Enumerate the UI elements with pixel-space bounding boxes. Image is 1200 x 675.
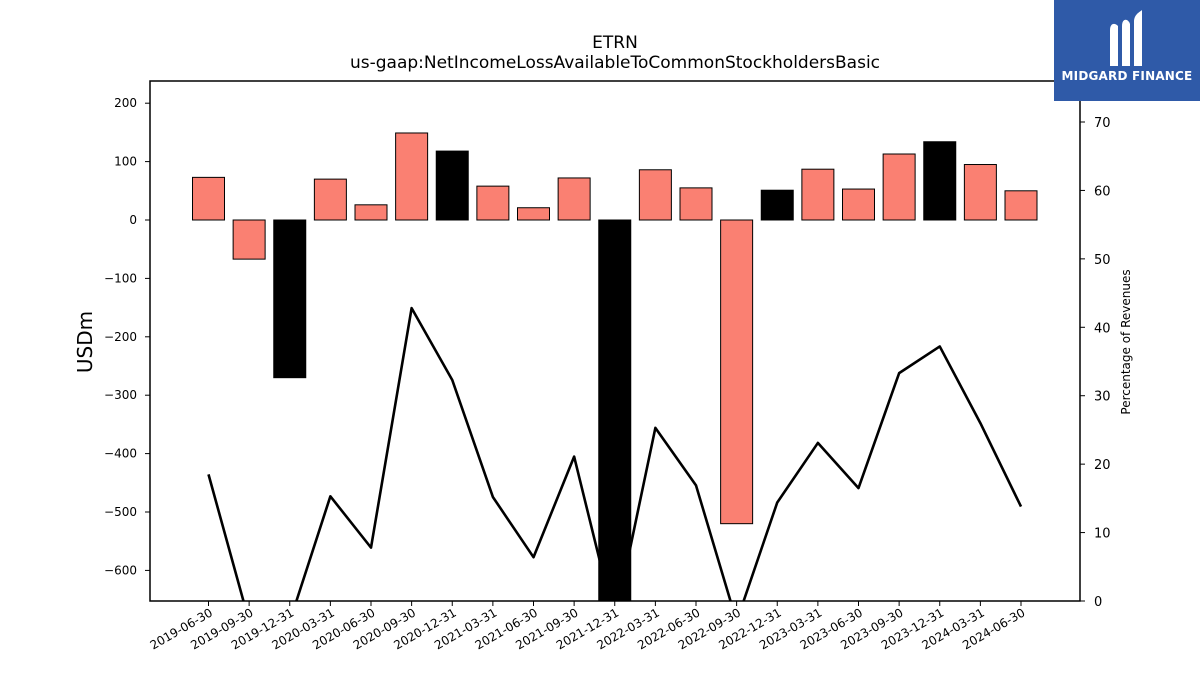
y2-tick-label: 50 — [1094, 253, 1111, 268]
y-axis-label: USDm — [73, 311, 97, 373]
bar — [923, 141, 957, 221]
brand-logo: MIDGARD FINANCE — [1054, 0, 1200, 101]
y2-tick-label: 60 — [1094, 184, 1111, 199]
y2-axis-label: Percentage of Revenues — [1119, 269, 1133, 414]
line-layer — [207, 306, 1023, 601]
y2-tick-label: 70 — [1094, 116, 1111, 131]
bar — [679, 187, 713, 221]
bar — [232, 219, 266, 260]
bar — [273, 219, 307, 379]
bar — [395, 132, 429, 221]
y-tick-label: 0 — [129, 213, 137, 227]
bar — [598, 219, 632, 601]
bar — [963, 164, 997, 221]
chart-subtitle: us-gaap:NetIncomeLossAvailableToCommonSt… — [350, 53, 880, 73]
y-tick-label: −100 — [104, 271, 137, 285]
bar — [842, 188, 875, 221]
bar — [638, 169, 672, 221]
y-tick-label: −400 — [104, 447, 137, 461]
bar — [354, 204, 388, 221]
y-tick-label: −500 — [104, 505, 137, 519]
bar — [517, 207, 550, 221]
bar — [435, 150, 469, 221]
y2-tick-label: 0 — [1094, 595, 1102, 610]
y-tick-label: −600 — [104, 563, 137, 577]
bar — [192, 176, 225, 221]
bars — [192, 132, 1038, 601]
bar — [882, 153, 916, 221]
y-tick-label: −300 — [104, 388, 137, 402]
logo-text: MIDGARD FINANCE — [1061, 69, 1193, 83]
bar — [313, 178, 347, 221]
chart-title: ETRN — [592, 33, 638, 53]
bar — [760, 189, 794, 221]
y2-tick-label: 20 — [1094, 458, 1111, 473]
y-tick-label: −200 — [104, 330, 137, 344]
bar — [557, 177, 591, 221]
y2-tick-label: 10 — [1094, 527, 1111, 542]
y2-tick-label: 30 — [1094, 390, 1111, 405]
y-tick-label: 100 — [114, 155, 137, 169]
y2-tick-label: 40 — [1094, 321, 1111, 336]
series-line — [207, 306, 1023, 601]
logo-mark-icon — [1110, 10, 1142, 66]
bar — [801, 168, 835, 221]
bar — [720, 219, 754, 525]
bar — [476, 185, 510, 221]
bar — [1004, 190, 1038, 221]
y-tick-label: 200 — [114, 96, 137, 110]
